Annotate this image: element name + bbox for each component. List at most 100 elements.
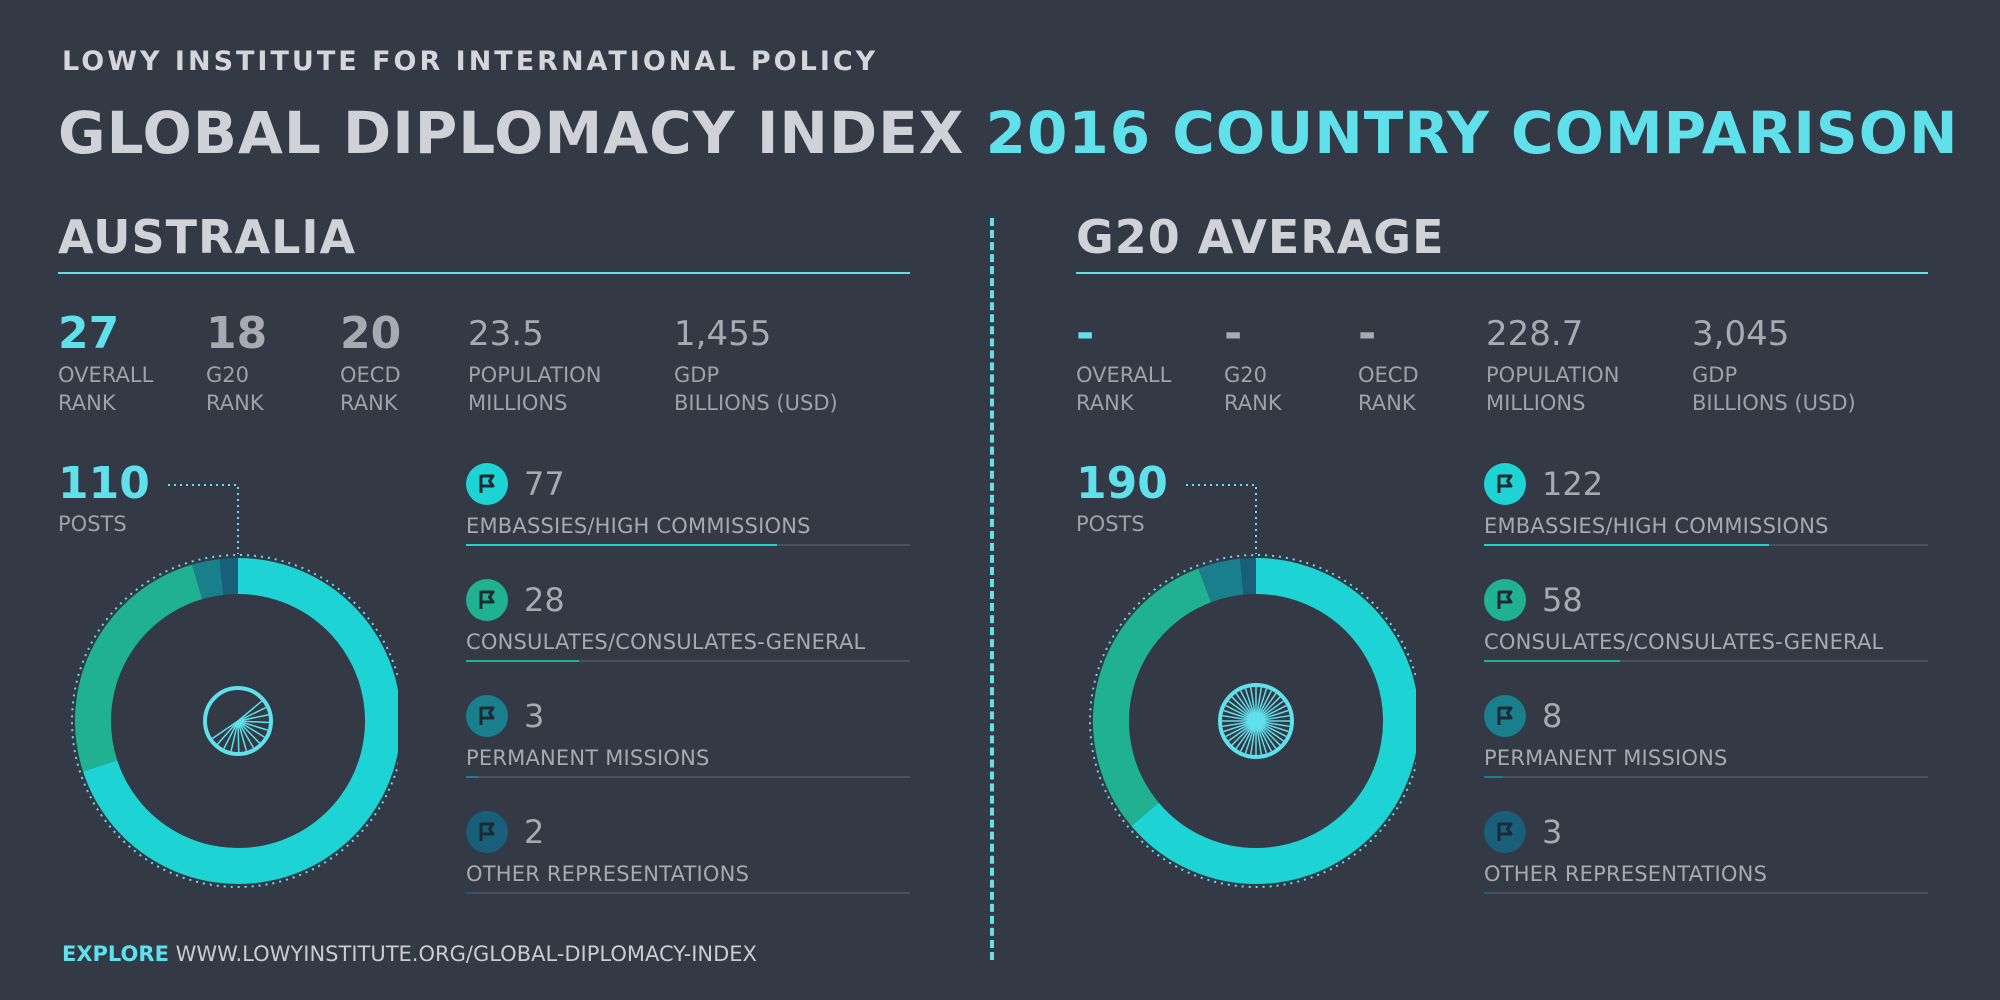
donut-slice-permanent-missions: [1198, 558, 1245, 603]
posts-leader-line: [168, 484, 239, 554]
category-bar-fill: [466, 660, 580, 662]
donut-slice-other-representations: [219, 558, 239, 595]
category-badge: [1484, 695, 1526, 737]
posts-value: 190: [1076, 458, 1168, 509]
stat-label-line-2: BILLIONS (USD): [1692, 391, 1856, 415]
stat-label-line-2: RANK: [206, 391, 264, 415]
category-other-representations: 3 OTHER REPRESENTATIONS: [1484, 810, 1928, 894]
category-consulates: 28 CONSULATES/CONSULATES-GENERAL: [466, 578, 910, 662]
stat-oecd-rank: - OECD RANK: [1358, 308, 1419, 416]
stat-label-line-2: RANK: [58, 391, 116, 415]
category-bar-fill: [466, 544, 777, 546]
category-bar-track: [466, 544, 910, 546]
stat-value: 3,045: [1692, 314, 1790, 354]
title-accent: 2016 COUNTRY COMPARISON: [985, 99, 1959, 167]
stat-value: -: [1358, 308, 1377, 359]
panel-title: G20 AVERAGE: [1076, 210, 1445, 264]
explore-link[interactable]: WWW.LOWYINSTITUTE.ORG/GLOBAL-DIPLOMACY-I…: [175, 942, 757, 966]
category-count: 122: [1542, 465, 1604, 503]
stat-label-line-1: G20: [206, 363, 249, 387]
flag-icon: [479, 706, 495, 725]
category-count: 3: [1542, 813, 1563, 851]
australia-panel: AUSTRALIA 27 OVERALL RANK 18 G20 RANK 20 OECD RAN…: [58, 0, 910, 1000]
category-count: 2: [524, 813, 545, 851]
stat-label-line-2: RANK: [340, 391, 398, 415]
category-count: 58: [1542, 581, 1583, 619]
stat-overall-rank: 27 OVERALL RANK: [58, 308, 153, 416]
category-badge: [466, 695, 508, 737]
category-count: 28: [524, 581, 565, 619]
category-bar-track: [1484, 544, 1928, 546]
flag-icon: [479, 590, 495, 609]
posts-total: 190 POSTS: [1076, 458, 1168, 536]
flag-icon: [1497, 822, 1513, 841]
category-label: PERMANENT MISSIONS: [1484, 746, 1728, 770]
panel-rule: [1076, 272, 1928, 274]
category-bar-fill: [466, 776, 479, 778]
category-label: EMBASSIES/HIGH COMMISSIONS: [1484, 514, 1829, 538]
stat-label-line-2: RANK: [1224, 391, 1282, 415]
stat-oecd-rank: 20 OECD RANK: [340, 308, 401, 416]
stat-gdp: 3,045 GDP BILLIONS (USD): [1692, 308, 1856, 416]
flag-icon: [1497, 590, 1513, 609]
posts-value: 110: [58, 458, 150, 509]
stat-label-line-1: GDP: [674, 363, 720, 387]
category-bar-track: [1484, 776, 1928, 778]
stat-label-line-2: BILLIONS (USD): [674, 391, 838, 415]
category-label: PERMANENT MISSIONS: [466, 746, 710, 770]
category-bar-track: [1484, 892, 1928, 894]
category-label: CONSULATES/CONSULATES-GENERAL: [466, 630, 866, 654]
category-bar-track: [466, 660, 910, 662]
category-count: 3: [524, 697, 545, 735]
panel-divider: [990, 218, 994, 960]
stat-label-line-2: RANK: [1358, 391, 1416, 415]
explore-label: EXPLORE: [62, 942, 169, 966]
posts-leader-line: [1186, 484, 1257, 554]
stat-label-line-1: POPULATION: [1486, 363, 1620, 387]
donut-slice-permanent-missions: [192, 559, 224, 600]
category-bar-fill: [1484, 660, 1620, 662]
category-count: 77: [524, 465, 565, 503]
stat-label-line-2: RANK: [1076, 391, 1134, 415]
category-label: EMBASSIES/HIGH COMMISSIONS: [466, 514, 811, 538]
stat-value: -: [1076, 308, 1095, 359]
panel-rule: [58, 272, 910, 274]
spoked-wheel-icon: [203, 686, 273, 756]
category-bar-fill: [466, 892, 475, 894]
donut-slice-embassies: [1131, 558, 1416, 884]
category-bar-fill: [1484, 892, 1491, 894]
stat-label-line-1: OVERALL: [1076, 363, 1172, 387]
category-badge: [1484, 579, 1526, 621]
donut-slice-consulates: [1093, 568, 1212, 826]
stat-gdp: 1,455 GDP BILLIONS (USD): [674, 308, 838, 416]
donut-slice-consulates: [75, 564, 203, 772]
stat-label-line-2: MILLIONS: [468, 391, 568, 415]
category-bar-fill: [1484, 776, 1503, 778]
category-bar-track: [466, 892, 910, 894]
category-bar-fill: [1484, 544, 1770, 546]
stat-label-line-1: G20: [1224, 363, 1267, 387]
flag-icon: [1497, 706, 1513, 725]
category-badge: [466, 811, 508, 853]
category-permanent-missions: 8 PERMANENT MISSIONS: [1484, 694, 1928, 778]
donut-slice-other-representations: [1239, 558, 1257, 595]
stat-value: 18: [206, 308, 268, 359]
donut-slice-embassies: [82, 558, 398, 884]
stat-value: 23.5: [468, 314, 544, 354]
category-bar-track: [1484, 660, 1928, 662]
flag-icon: [1497, 474, 1513, 493]
category-embassies: 122 EMBASSIES/HIGH COMMISSIONS: [1484, 462, 1928, 546]
category-other-representations: 2 OTHER REPRESENTATIONS: [466, 810, 910, 894]
stat-population: 228.7 POPULATION MILLIONS: [1486, 308, 1619, 416]
explore-footer: EXPLORE WWW.LOWYINSTITUTE.ORG/GLOBAL-DIP…: [62, 942, 757, 966]
category-embassies: 77 EMBASSIES/HIGH COMMISSIONS: [466, 462, 910, 546]
stat-label-line-1: GDP: [1692, 363, 1738, 387]
category-permanent-missions: 3 PERMANENT MISSIONS: [466, 694, 910, 778]
posts-label: POSTS: [58, 512, 127, 536]
category-label: CONSULATES/CONSULATES-GENERAL: [1484, 630, 1884, 654]
stat-label-line-1: OECD: [340, 363, 401, 387]
donut-outer-ring: [1089, 554, 1416, 888]
stat-label-line-2: MILLIONS: [1486, 391, 1586, 415]
category-badge: [466, 579, 508, 621]
spoked-wheel-icon: [1218, 683, 1294, 759]
